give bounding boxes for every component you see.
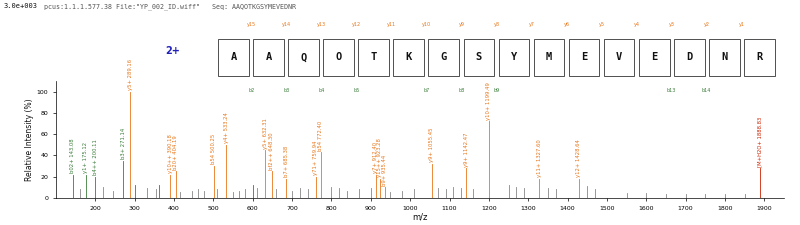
Text: y4+ 533.24: y4+ 533.24 (224, 112, 229, 143)
Bar (534, 39, 565, 76)
Text: R: R (756, 52, 762, 62)
Text: b02+ 143.08: b02+ 143.08 (70, 138, 75, 173)
Text: y3: y3 (669, 22, 674, 27)
Text: b9+ 935.44: b9+ 935.44 (382, 155, 387, 186)
Text: y1: y1 (738, 22, 745, 27)
Text: Q: Q (301, 52, 307, 62)
Text: V: V (616, 52, 622, 62)
Text: b4++ 200.11: b4++ 200.11 (93, 139, 98, 175)
Text: y7: y7 (529, 22, 534, 27)
Text: y10++ 390.18: y10++ 390.18 (168, 134, 173, 173)
Text: E: E (581, 52, 587, 62)
Bar (498, 39, 530, 76)
Text: y4: y4 (634, 22, 639, 27)
X-axis label: m/z: m/z (412, 212, 428, 221)
Text: b3+ 271.14: b3+ 271.14 (121, 128, 126, 159)
Bar (604, 39, 634, 76)
Bar (638, 39, 670, 76)
Text: b13: b13 (667, 88, 676, 93)
Text: y13: y13 (317, 22, 326, 27)
Bar (744, 39, 774, 76)
Text: y9: y9 (458, 22, 464, 27)
Bar (569, 39, 599, 76)
Text: y15: y15 (246, 22, 256, 27)
Text: y5+ 289.16: y5+ 289.16 (128, 59, 133, 90)
Text: y6: y6 (563, 22, 570, 27)
Text: N: N (721, 52, 727, 62)
Text: y2: y2 (704, 22, 710, 27)
Text: y14: y14 (282, 22, 290, 27)
Text: b3: b3 (283, 88, 290, 93)
Text: b9: b9 (494, 88, 499, 93)
Text: S: S (476, 52, 482, 62)
Text: b7+ 685.38: b7+ 685.38 (284, 146, 289, 177)
Text: y10: y10 (422, 22, 431, 27)
Text: y71+ 759.94: y71+ 759.94 (313, 141, 318, 175)
Text: y10+ 1199.49: y10+ 1199.49 (486, 82, 491, 120)
Text: T: T (370, 52, 377, 62)
Text: y5+ 632.31: y5+ 632.31 (263, 118, 268, 148)
Text: b5: b5 (353, 88, 359, 93)
Bar (288, 39, 319, 76)
Text: b54 772.40: b54 772.40 (318, 120, 323, 151)
Text: pcus:1.1.1.577.38 File:"YP_002_ID.wiff"   Seq: AAQOTKGSYMEVEDNR: pcus:1.1.1.577.38 File:"YP_002_ID.wiff" … (44, 3, 296, 10)
Text: y7+ 912.40: y7+ 912.40 (373, 142, 378, 173)
Text: b4: b4 (318, 88, 324, 93)
Text: G: G (441, 52, 447, 62)
Text: y9+ 1142.47: y9+ 1142.47 (464, 132, 469, 167)
Text: Y: Y (511, 52, 517, 62)
Text: y9+ 1055.45: y9+ 1055.45 (430, 128, 434, 162)
Text: b54 500.25: b54 500.25 (211, 134, 216, 164)
Bar (254, 39, 284, 76)
Text: y15++ 923.28: y15++ 923.28 (378, 138, 382, 177)
Text: E: E (651, 52, 658, 62)
Text: b20+ 404.19: b20+ 404.19 (174, 135, 178, 170)
Text: 3.0e+003: 3.0e+003 (4, 3, 38, 9)
Text: K: K (406, 52, 412, 62)
Text: b2: b2 (248, 88, 254, 93)
Text: y11: y11 (386, 22, 396, 27)
Text: y8: y8 (494, 22, 499, 27)
Text: M: M (546, 52, 552, 62)
Text: b14: b14 (702, 88, 711, 93)
Bar (323, 39, 354, 76)
Text: 2+: 2+ (165, 46, 180, 56)
Text: D: D (686, 52, 692, 62)
Text: b7: b7 (423, 88, 430, 93)
Text: y11+ 1327.60: y11+ 1327.60 (537, 140, 542, 177)
Text: [M+H2O+ 1888.83: [M+H2O+ 1888.83 (758, 116, 762, 167)
Bar (394, 39, 424, 76)
Text: bf2++ 648.30: bf2++ 648.30 (270, 132, 274, 170)
Bar (429, 39, 459, 76)
Text: y5: y5 (598, 22, 605, 27)
Bar (218, 39, 249, 76)
Bar (463, 39, 494, 76)
Text: y1+ 175.12: y1+ 175.12 (83, 142, 88, 173)
Text: A: A (230, 52, 237, 62)
Y-axis label: Relative Intensity (%): Relative Intensity (%) (25, 98, 34, 181)
Bar (674, 39, 705, 76)
Text: A: A (266, 52, 272, 62)
Text: y12+ 1428.64: y12+ 1428.64 (576, 139, 582, 177)
Bar (709, 39, 739, 76)
Text: O: O (336, 52, 342, 62)
Bar (358, 39, 390, 76)
Text: b8: b8 (458, 88, 465, 93)
Text: y12: y12 (352, 22, 361, 27)
